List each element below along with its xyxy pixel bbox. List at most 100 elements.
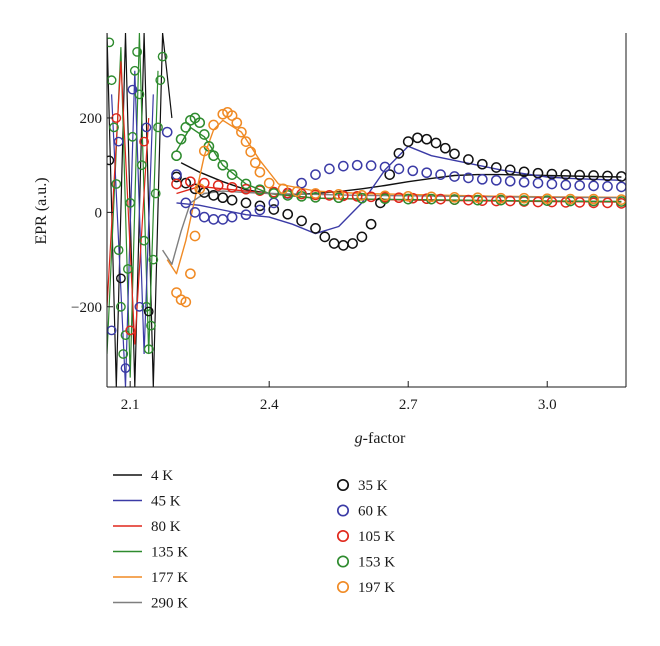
series-marker-153-k-point <box>379 193 391 205</box>
legend-label-105-k: 105 K <box>358 529 395 545</box>
x-tick-label: 2.4 <box>260 397 279 413</box>
low-g-marker-1-point <box>134 89 145 100</box>
y-tick-label: 200 <box>80 111 103 127</box>
low-g-marker-1-point <box>111 179 122 189</box>
legend-swatch-197-k <box>336 580 350 594</box>
series-marker-35-k-point <box>412 132 423 144</box>
series-marker-60-k-point <box>504 175 516 187</box>
series-marker-60-k-point <box>546 178 558 190</box>
series-marker-197-k-point <box>379 190 391 202</box>
series-marker-153-k-point <box>208 150 219 162</box>
x-tick-label: 2.1 <box>121 397 140 413</box>
series-marker-105-k-point <box>185 176 196 188</box>
low-g-marker-1-point <box>125 197 136 208</box>
low-g-marker-1-point <box>153 122 163 133</box>
low-g-trace-3 <box>111 70 154 387</box>
series-marker-35-k-point <box>347 238 358 249</box>
series-marker-60-k-point <box>324 163 335 175</box>
series-marker-35-k-point <box>402 136 414 147</box>
series-marker-60-k-point <box>351 159 363 171</box>
series-marker-60-k-point <box>588 180 599 192</box>
low-g-marker-3-point <box>125 325 136 336</box>
series-marker-35-k-point <box>560 169 572 180</box>
series-marker-35-k-point <box>532 167 544 179</box>
series-marker-197-k-point <box>254 166 266 178</box>
low-g-marker-1-point <box>107 37 115 48</box>
series-marker-35-k-point <box>328 238 340 249</box>
legend-swatch-153-k <box>336 555 350 568</box>
low-g-marker-1-point <box>123 264 133 274</box>
legend-label-4-k: 4 K <box>151 468 173 484</box>
series-marker-60-k-point <box>560 179 572 191</box>
series-marker-105-k-point <box>602 197 613 209</box>
series-marker-197-k-point <box>291 186 303 197</box>
series-marker-60-k-point <box>463 172 474 184</box>
legend-swatch-35-k <box>336 478 350 492</box>
legend-swatch-105-k <box>336 529 350 543</box>
series-marker-197-k-point <box>249 157 261 169</box>
series-marker-35-k-point <box>268 204 280 215</box>
series-marker-35-k-point <box>421 133 433 145</box>
series-marker-197-k-point <box>356 190 368 201</box>
series-marker-35-k-point <box>602 170 613 182</box>
series-marker-35-k-point <box>490 162 502 173</box>
series-marker-35-k-point <box>365 218 377 230</box>
low-g-marker-4-point <box>143 306 154 317</box>
x-axis-label-italic: g <box>355 430 363 447</box>
series-marker-60-k-point <box>449 171 460 182</box>
legend-label-60-k: 60 K <box>358 504 388 520</box>
series-marker-197-k-point <box>495 192 507 204</box>
series-marker-197-k-point <box>310 188 321 199</box>
series-marker-197-k-point <box>426 191 437 203</box>
series-marker-60-k-point <box>518 176 530 188</box>
series-marker-197-k-point <box>231 117 243 129</box>
low-g-marker-3-point <box>111 113 122 123</box>
series-marker-35-k-point <box>282 208 294 220</box>
low-g-marker-1-point <box>136 160 147 171</box>
series-marker-60-k-point <box>198 211 210 223</box>
legend-swatch-60-k <box>336 504 350 517</box>
low-g-marker-1-point <box>148 254 159 265</box>
series-marker-60-k-point <box>240 209 252 221</box>
series-marker-153-k-point <box>198 129 210 140</box>
series-marker-197-k-point <box>616 194 626 205</box>
series-marker-35-k-point <box>616 171 626 182</box>
legend-label-45-k: 45 K <box>151 494 181 510</box>
series-marker-35-k-point <box>393 148 405 159</box>
low-g-marker-1-point <box>157 51 168 62</box>
low-g-marker-1-point <box>146 320 156 331</box>
legend-label-35-k: 35 K <box>358 478 388 494</box>
x-axis-label-rest: -factor <box>363 430 406 447</box>
low-g-trace-4 <box>107 61 150 345</box>
series-marker-197-k-point <box>208 119 219 131</box>
series-marker-153-k-point <box>175 133 187 145</box>
series-marker-35-k-point <box>476 158 488 170</box>
series-marker-60-k-point <box>393 163 405 175</box>
series-marker-105-k-point <box>212 180 224 191</box>
series-marker-60-k-point <box>296 177 307 189</box>
low-g-marker-2-point <box>113 136 124 147</box>
series-marker-60-k-point <box>379 161 391 173</box>
series-marker-60-k-point <box>189 207 201 218</box>
series-marker-197-k-point <box>236 126 247 138</box>
low-g-marker-1-point <box>129 65 140 76</box>
axes-layer: 2.1 2.4 2.7 3.0 −200 0 200 <box>71 33 627 413</box>
data-layer <box>107 33 626 387</box>
low-g-marker-4-point <box>116 273 126 284</box>
series-marker-60-k-point <box>490 174 502 186</box>
series-marker-60-k-point <box>365 160 377 171</box>
series-marker-60-k-point <box>208 214 219 225</box>
series-marker-197-k-point <box>189 230 201 242</box>
low-g-marker-1-point <box>132 47 143 57</box>
x-tick-label: 3.0 <box>538 397 557 413</box>
series-marker-60-k-point <box>602 181 613 192</box>
series-marker-35-k-point <box>588 170 599 181</box>
low-g-marker-1-point <box>127 131 138 142</box>
series-marker-153-k-point <box>356 192 368 204</box>
series-line-4-k <box>180 162 622 196</box>
series-marker-153-k-point <box>268 188 280 199</box>
series-marker-153-k-point <box>171 150 182 162</box>
series-marker-35-k-point <box>240 197 252 209</box>
series-marker-105-k-point <box>226 181 238 193</box>
low-g-marker-4-point <box>107 155 115 166</box>
